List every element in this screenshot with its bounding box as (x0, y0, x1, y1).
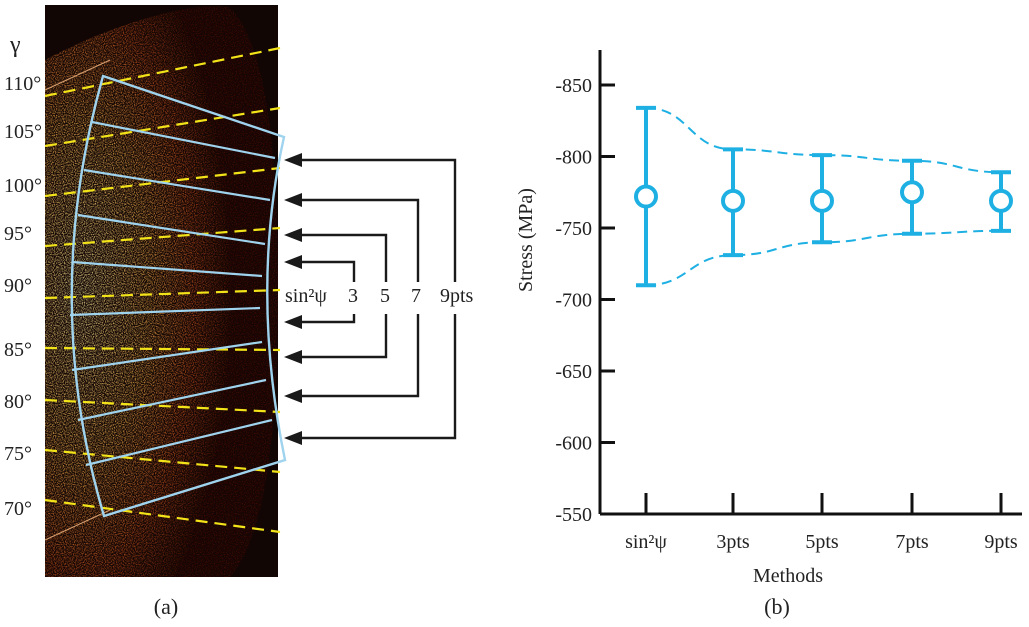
arrow-head (284, 228, 302, 242)
dashed-line (44, 226, 281, 248)
y-tick-label: -850 (555, 75, 592, 97)
data-point-1 (634, 105, 658, 288)
arrow-head (284, 255, 302, 269)
box-separator (77, 378, 267, 422)
integration-dashed-lines (44, 46, 281, 534)
envelope-line (645, 106, 1002, 174)
method-label-sin2psi: sin²ψ (285, 285, 327, 307)
marker (810, 188, 834, 213)
dashed-line (44, 448, 281, 474)
dashed-line (44, 498, 281, 534)
box-separator (71, 260, 263, 278)
integration-boxes (69, 74, 287, 518)
angle-label: 80° (4, 391, 32, 413)
box-separator (85, 418, 273, 467)
marker (634, 184, 658, 209)
x-axis-label: Methods (753, 565, 823, 587)
x-tick-label: 7pts (895, 531, 929, 553)
marker (721, 188, 745, 213)
angle-labels: 110° 105° 100° 95° 90° 85° 80° 75° 70° (4, 73, 42, 520)
y-tick-label: -750 (555, 218, 592, 240)
data-points (634, 105, 1013, 288)
arrow-head (284, 153, 302, 167)
x-tick-label: 5pts (805, 531, 839, 553)
arrow-bracket (300, 158, 457, 440)
arrow-head (284, 193, 302, 207)
arrow-head (284, 350, 302, 364)
y-tick-label: -800 (555, 147, 592, 169)
angle-label: 90° (4, 275, 32, 297)
arrow-head (284, 315, 302, 329)
y-axis-label: Stress (MPa) (515, 188, 537, 292)
method-arrows (284, 153, 457, 445)
box-separator (69, 306, 261, 317)
box-separator (77, 213, 266, 246)
y-ticks: -850 -800 -750 -700 -650 -600 -550 (555, 75, 615, 526)
angle-label: 95° (4, 223, 32, 245)
y-tick-label: -700 (555, 290, 592, 312)
angle-label: 110° (4, 73, 41, 95)
arrow-bracket (300, 233, 388, 359)
angle-label: 75° (4, 443, 32, 465)
diffraction-ring (45, 6, 278, 577)
box-outline (70, 74, 287, 518)
image-guide-line-bottom (44, 509, 111, 541)
dashed-line (44, 46, 281, 98)
data-point-3 (810, 153, 834, 245)
arrow-head (284, 389, 302, 403)
arrow-head (284, 431, 302, 445)
method-label-9pts: 9pts (440, 285, 474, 307)
angle-label: 85° (4, 339, 32, 361)
data-point-4 (900, 158, 924, 236)
box-separator (71, 340, 263, 372)
box-separator (91, 120, 276, 160)
angle-label: 100° (4, 175, 42, 197)
dashed-line (44, 346, 281, 352)
gamma-symbol: γ (9, 32, 21, 58)
x-ticks: sin²ψ 3pts 5pts 7pts 9pts (625, 493, 1018, 553)
y-tick-label: -550 (555, 504, 592, 526)
dashed-line (44, 398, 281, 414)
angle-label: 105° (4, 121, 42, 143)
marker (900, 180, 924, 205)
box-separator (83, 168, 271, 202)
image-guide-line-top (44, 59, 111, 91)
arrow-bracket (300, 260, 356, 324)
x-tick-label: 9pts (984, 531, 1018, 553)
method-label-5: 5 (380, 285, 390, 307)
dashed-line (44, 288, 281, 300)
caption-b: (b) (764, 594, 790, 619)
panel-b: -850 -800 -750 -700 -650 -600 -550 sin²ψ 3pts 5p… (515, 50, 1022, 619)
data-point-5 (989, 170, 1013, 233)
caption-a: (a) (154, 594, 178, 619)
method-label-7: 7 (411, 285, 421, 307)
data-point-2 (721, 147, 745, 258)
x-tick-label: sin²ψ (625, 531, 667, 553)
y-tick-label: -650 (555, 361, 592, 383)
x-tick-label: 3pts (716, 531, 750, 553)
marker (989, 188, 1013, 213)
dashed-line (44, 106, 281, 148)
y-tick-label: -600 (555, 433, 592, 455)
method-label-3: 3 (348, 285, 358, 307)
panel-a: γ 110° 105° 100° 95° 90° 85° 80° 75° 70° sin²ψ 3… (4, 5, 474, 619)
angle-label: 70° (4, 498, 32, 520)
arrow-bracket (300, 198, 420, 398)
